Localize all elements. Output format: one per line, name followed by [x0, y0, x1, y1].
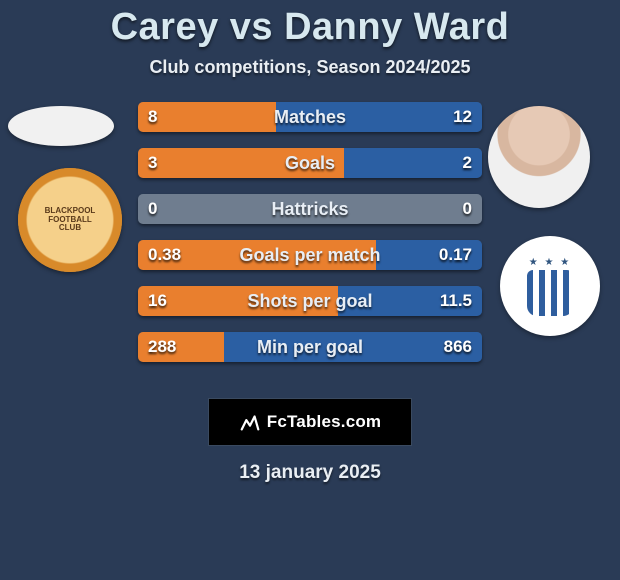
stat-bars: Matches812Goals32Hattricks00Goals per ma…	[138, 102, 482, 378]
stat-value-left: 16	[138, 286, 177, 316]
club-left-name: BLACKPOOL FOOTBALL CLUB	[37, 207, 103, 233]
player-right-avatar	[488, 106, 590, 208]
stat-value-left: 8	[138, 102, 167, 132]
brand-text: FcTables.com	[267, 412, 382, 432]
subtitle: Club competitions, Season 2024/2025	[0, 57, 620, 78]
page-title: Carey vs Danny Ward	[0, 6, 620, 49]
date-text: 13 january 2025	[0, 462, 620, 484]
content-area: BLACKPOOL FOOTBALL CLUB ★ ★ ★ Matches812…	[0, 106, 620, 406]
stat-row: Matches8 12	[138, 102, 482, 132]
player-left-avatar	[8, 106, 114, 146]
stat-label: Goals	[138, 148, 482, 178]
stat-value-right: 0	[453, 194, 482, 224]
stat-value-left: 0	[138, 194, 167, 224]
club-right-crest: ★ ★ ★	[500, 236, 600, 336]
club-left-crest: BLACKPOOL FOOTBALL CLUB	[18, 168, 122, 272]
comparison-card: Carey vs Danny Ward Club competitions, S…	[0, 0, 620, 580]
stat-label: Min per goal	[138, 332, 482, 362]
stat-value-left: 288	[138, 332, 186, 362]
stat-value-left: 3	[138, 148, 167, 178]
stat-value-right: 0.17	[429, 240, 482, 270]
stat-value-left: 0.38	[138, 240, 191, 270]
crest-stars-icon: ★ ★ ★	[529, 257, 571, 268]
stat-row: Min per goal288 866	[138, 332, 482, 362]
stat-label: Matches	[138, 102, 482, 132]
stat-row: Goals3 2	[138, 148, 482, 178]
stat-value-right: 12	[443, 102, 482, 132]
fctables-logo-icon	[239, 411, 261, 433]
stat-label: Hattricks	[138, 194, 482, 224]
stat-row: Shots per goal1611.5	[138, 286, 482, 316]
crest-stripes-icon	[527, 270, 573, 316]
stat-value-right: 2	[453, 148, 482, 178]
stat-row: Hattricks0 0	[138, 194, 482, 224]
stat-value-right: 866	[434, 332, 482, 362]
stat-row: Goals per match0.380.17	[138, 240, 482, 270]
stat-value-right: 11.5	[430, 286, 482, 316]
